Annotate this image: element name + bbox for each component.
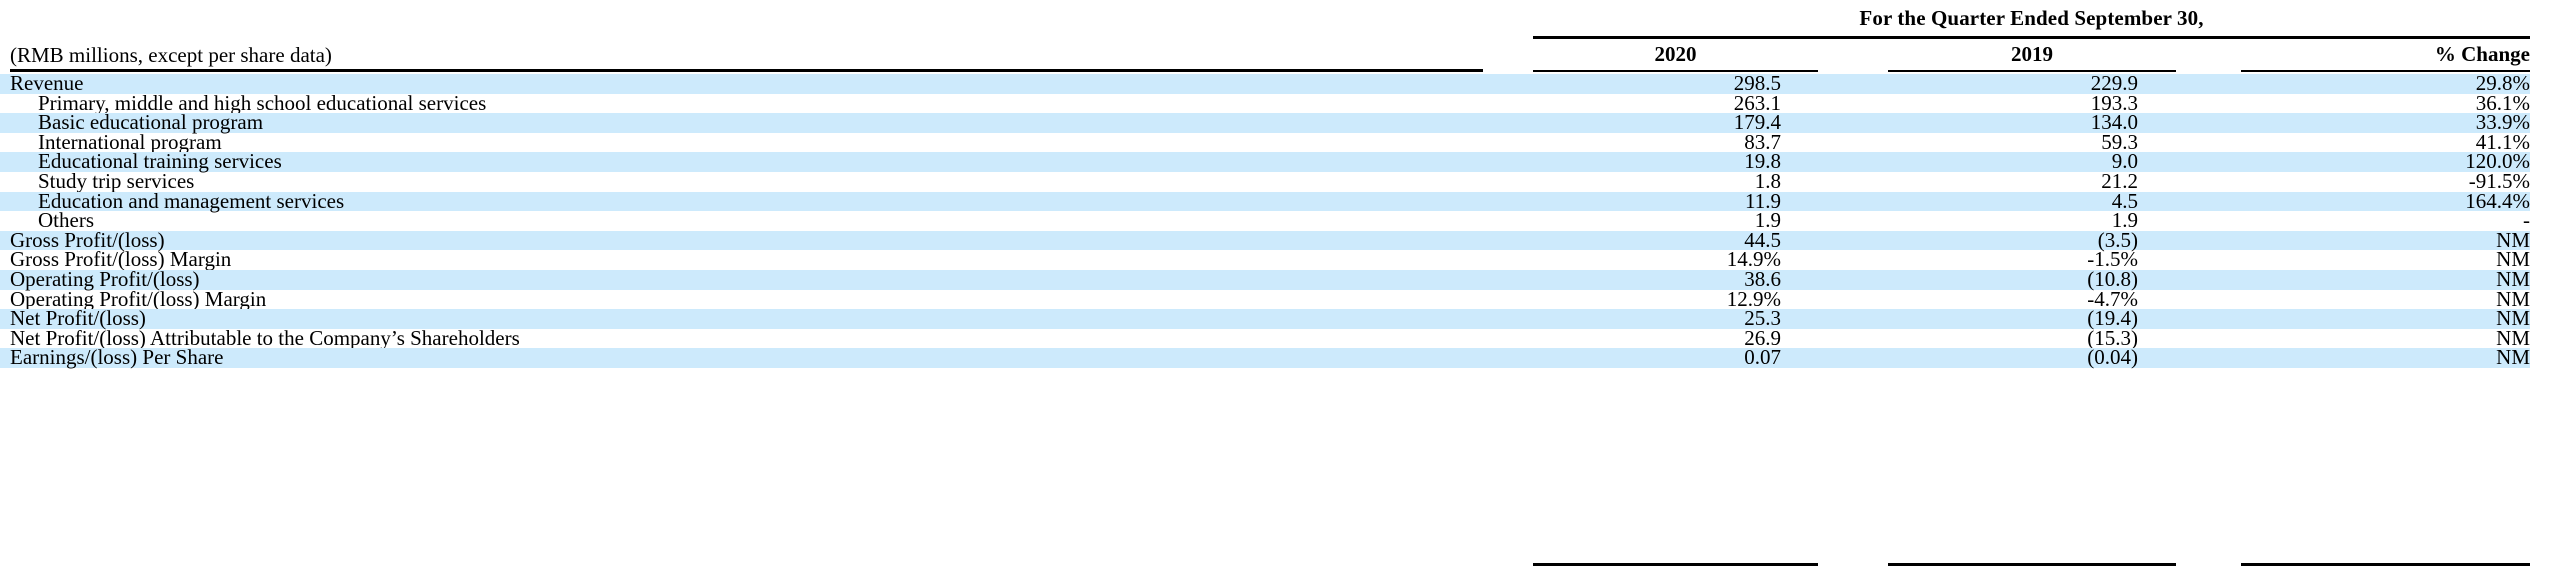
row-label: Primary, middle and high school educatio… xyxy=(38,90,487,115)
table-body: Revenue 298.5 229.9 29.8% Primary, middle an… xyxy=(0,71,2558,370)
cell-2019: (3.5) xyxy=(2097,227,2138,252)
row-label: Net Profit/(loss) xyxy=(10,306,146,331)
cell-2019: 4.5 xyxy=(2111,188,2138,213)
cell-2020: 19.8 xyxy=(1744,149,1781,174)
period-header-rule xyxy=(1533,36,2530,39)
row-label: Others xyxy=(38,208,94,233)
cell-2019: 59.3 xyxy=(2101,129,2138,154)
table-row: Study trip services 1.8 21.2 -91.5% xyxy=(0,168,2530,193)
cell-percent-change: NM xyxy=(2496,306,2530,331)
cell-percent-change: 33.9% xyxy=(2475,110,2530,135)
footer-rule-2020 xyxy=(1533,563,1818,566)
cell-percent-change: NM xyxy=(2496,247,2530,272)
cell-percent-change: NM xyxy=(2496,345,2530,370)
footer-rule-percent-change xyxy=(2241,563,2530,566)
cell-percent-change: 29.8% xyxy=(2475,71,2530,95)
cell-2020: 298.5 xyxy=(1733,71,1781,95)
cell-2019: 193.3 xyxy=(2090,90,2138,115)
cell-percent-change: 164.4% xyxy=(2465,188,2530,213)
row-label: Gross Profit/(loss) Margin xyxy=(10,247,232,272)
cell-2020: 83.7 xyxy=(1744,129,1781,154)
cell-2019: 21.2 xyxy=(2101,168,2138,193)
table-row: Gross Profit/(loss) Margin 14.9% -1.5% NM xyxy=(0,247,2530,272)
row-label: Revenue xyxy=(10,71,84,95)
row-label: Operating Profit/(loss) Margin xyxy=(10,286,267,311)
table-row: Educational training services 19.8 9.0 120.… xyxy=(0,149,2530,174)
period-header: For the Quarter Ended September 30, xyxy=(1859,6,2204,30)
cell-2020: 1.8 xyxy=(1754,168,1781,193)
row-label: Net Profit/(loss) Attributable to the Co… xyxy=(10,325,520,350)
cell-2020: 179.4 xyxy=(1733,110,1781,135)
table-row: Net Profit/(loss) 25.3 (19.4) NM xyxy=(0,306,2530,331)
cell-2019: -1.5% xyxy=(2087,247,2138,272)
cell-percent-change: NM xyxy=(2496,286,2530,311)
cell-percent-change: - xyxy=(2523,208,2530,233)
cell-2020: 38.6 xyxy=(1744,266,1781,291)
row-label: Education and management services xyxy=(38,188,345,213)
column-rule-2019 xyxy=(1888,70,2176,72)
table-row: Primary, middle and high school educatio… xyxy=(0,90,2530,115)
column-header-percent-change: % Change xyxy=(2434,42,2530,66)
table-row: Education and management services 11.9 4.5… xyxy=(0,188,2530,213)
label-column-rule xyxy=(10,69,1483,72)
cell-percent-change: NM xyxy=(2496,325,2530,350)
column-rule-2020 xyxy=(1533,70,1818,72)
row-label: Operating Profit/(loss) xyxy=(10,266,200,291)
column-rule-percent-change xyxy=(2241,70,2530,72)
cell-2019: (0.04) xyxy=(2087,345,2138,370)
table-row: Revenue 298.5 229.9 29.8% xyxy=(0,71,2530,95)
cell-2020: 263.1 xyxy=(1733,90,1781,115)
table-row: Operating Profit/(loss) 38.6 (10.8) NM xyxy=(0,266,2530,291)
cell-2020: 11.9 xyxy=(1745,188,1781,213)
table-row: Earnings/(loss) Per Share 0.07 (0.04) NM xyxy=(0,345,2530,370)
cell-2020: 1.9 xyxy=(1754,208,1781,233)
row-label: Gross Profit/(loss) xyxy=(10,227,165,252)
cell-2019: (10.8) xyxy=(2087,266,2138,291)
cell-2019: 229.9 xyxy=(2090,71,2138,95)
cell-2019: 134.0 xyxy=(2090,110,2138,135)
cell-2019: 1.9 xyxy=(2111,208,2138,233)
column-header-2020: 2020 xyxy=(1654,42,1697,66)
table-row: International program 83.7 59.3 41.1% xyxy=(0,129,2530,154)
cell-percent-change: -91.5% xyxy=(2468,168,2530,193)
units-note: (RMB millions, except per share data) xyxy=(10,43,332,67)
table-row: Gross Profit/(loss) 44.5 (3.5) NM xyxy=(0,227,2530,252)
cell-2020: 26.9 xyxy=(1744,325,1781,350)
cell-2020: 12.9% xyxy=(1726,286,1781,311)
cell-percent-change: 41.1% xyxy=(2475,129,2530,154)
table-header: For the Quarter Ended September 30, (RMB… xyxy=(0,0,2558,86)
row-label: Study trip services xyxy=(38,168,195,193)
table-row: Net Profit/(loss) Attributable to the Co… xyxy=(0,325,2530,350)
cell-percent-change: 120.0% xyxy=(2465,149,2530,174)
table-row: Operating Profit/(loss) Margin 12.9% -4.7%… xyxy=(0,286,2530,311)
table-row: Basic educational program 179.4 134.0 33.9% xyxy=(0,110,2530,135)
cell-percent-change: NM xyxy=(2496,227,2530,252)
cell-2020: 44.5 xyxy=(1744,227,1781,252)
row-label: Earnings/(loss) Per Share xyxy=(10,345,224,370)
cell-2020: 0.07 xyxy=(1744,345,1781,370)
cell-2019: (19.4) xyxy=(2087,306,2138,331)
column-header-2019: 2019 xyxy=(2011,42,2053,66)
cell-2020: 14.9% xyxy=(1726,247,1781,272)
cell-percent-change: NM xyxy=(2496,266,2530,291)
row-label: Educational training services xyxy=(38,149,282,174)
table-row: Others 1.9 1.9 - xyxy=(0,208,2530,233)
cell-2019: -4.7% xyxy=(2087,286,2138,311)
footer-rule-2019 xyxy=(1888,563,2176,566)
row-label: Basic educational program xyxy=(38,110,264,135)
cell-2019: (15.3) xyxy=(2087,325,2138,350)
cell-2019: 9.0 xyxy=(2111,149,2138,174)
cell-percent-change: 36.1% xyxy=(2475,90,2530,115)
row-label: International program xyxy=(38,129,222,154)
cell-2020: 25.3 xyxy=(1744,306,1781,331)
